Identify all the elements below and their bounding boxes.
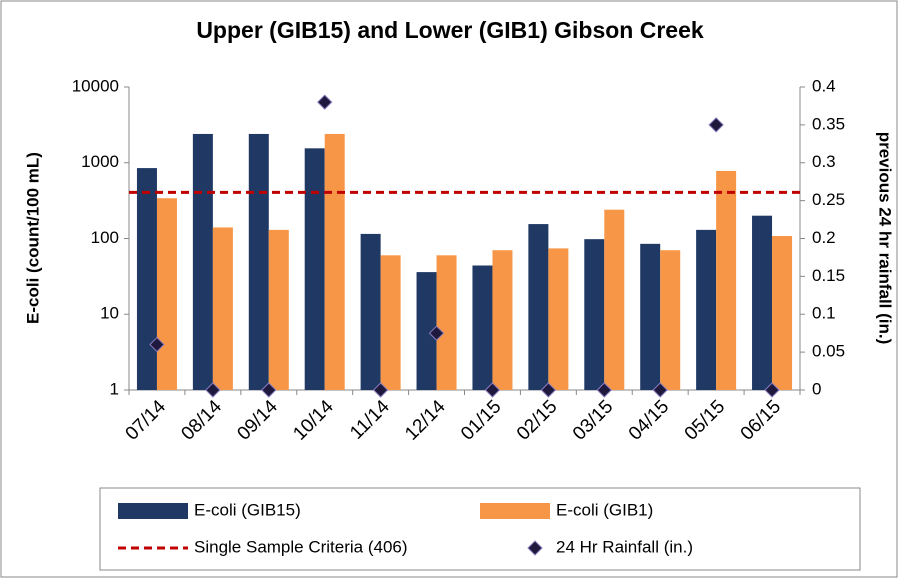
bar	[752, 215, 773, 390]
bar	[772, 235, 793, 390]
bar	[472, 265, 493, 390]
legend-box	[99, 487, 861, 571]
rainfall-marker	[428, 325, 445, 341]
y2-tick-label: 0.3	[812, 152, 836, 171]
y2-tick-label: 0.25	[812, 190, 845, 209]
y2-tick-label: 0.4	[812, 76, 836, 95]
legend-label: 24 Hr Rainfall (in.)	[556, 537, 693, 556]
rainfall-marker	[652, 382, 668, 398]
y2-tick-label: 0	[812, 379, 821, 398]
y-tick-label: 10	[100, 304, 119, 323]
bar	[436, 255, 457, 390]
rainfall-marker	[317, 94, 333, 110]
bar	[304, 148, 325, 390]
bar	[268, 229, 289, 390]
y2-tick-label: 0.15	[812, 266, 845, 285]
rainfall-marker	[484, 382, 501, 398]
bar	[380, 255, 401, 390]
bar	[548, 248, 569, 390]
y-tick-label: 1000	[81, 152, 119, 171]
rainfall-marker	[261, 382, 277, 398]
y-tick-label: 1	[110, 379, 119, 398]
y2-tick-label: 0.35	[812, 114, 845, 133]
bar	[212, 227, 233, 390]
bar	[604, 209, 625, 390]
bar	[324, 133, 345, 390]
y-tick-label: 100	[91, 228, 119, 247]
legend-label: E-coli (GIB15)	[194, 500, 301, 519]
rainfall-marker	[708, 117, 724, 133]
rainfall-marker	[540, 382, 557, 398]
bar	[528, 224, 549, 390]
bar	[492, 250, 513, 390]
bar	[136, 168, 157, 390]
bar	[716, 170, 737, 390]
bar	[584, 239, 605, 390]
y-tick-label: 10000	[72, 76, 119, 95]
rainfall-marker	[149, 336, 165, 353]
legend-swatch	[118, 503, 188, 519]
y-axis-label: E-coli (count/100 mL)	[23, 152, 42, 324]
bar	[156, 198, 177, 390]
bar	[696, 229, 717, 390]
rainfall-marker	[372, 382, 389, 398]
legend-swatch	[527, 540, 543, 556]
y2-tick-label: 0.05	[812, 342, 845, 361]
bar	[660, 250, 681, 390]
rainfall-marker	[596, 382, 612, 398]
legend-label: Single Sample Criteria (406)	[194, 537, 408, 556]
bar	[360, 233, 381, 390]
bar	[416, 272, 437, 390]
bar	[192, 133, 213, 390]
legend-label: E-coli (GIB1)	[556, 500, 653, 519]
y2-axis-label: previous 24 hr rainfall (in.)	[876, 132, 895, 345]
y2-tick-label: 0.1	[812, 304, 836, 323]
chart-title: Upper (GIB15) and Lower (GIB1) Gibson Cr…	[196, 17, 704, 43]
bar	[248, 133, 269, 390]
y2-tick-label: 0.2	[812, 228, 836, 247]
rainfall-marker	[205, 382, 221, 398]
legend-swatch	[480, 503, 550, 519]
bar	[640, 243, 661, 390]
rainfall-marker	[764, 382, 780, 398]
